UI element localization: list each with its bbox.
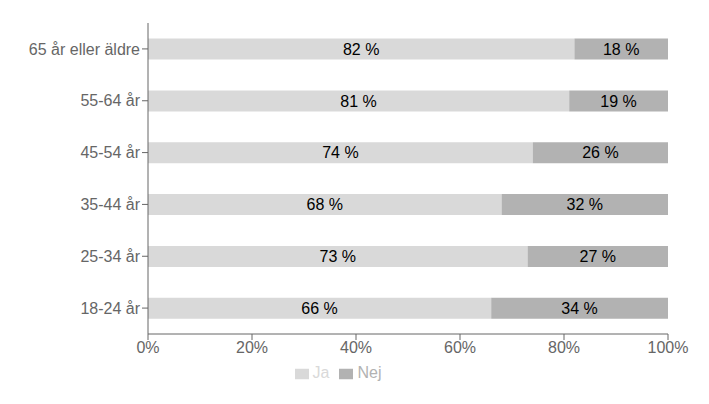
svg-text:40%: 40%	[340, 339, 372, 356]
svg-text:82 %: 82 %	[343, 41, 379, 58]
html-text:Ja: Ja	[312, 364, 330, 381]
svg-text:35-44 år: 35-44 år	[80, 196, 140, 213]
svg-text:100%: 100%	[648, 339, 689, 356]
svg-text:18-24 år: 18-24 år	[80, 300, 140, 317]
svg-text:81 %: 81 %	[340, 93, 376, 110]
svg-text:65 år eller äldre: 65 år eller äldre	[29, 41, 140, 58]
svg-text:73 %: 73 %	[320, 248, 356, 265]
svg-text:25-34 år: 25-34 år	[80, 248, 140, 265]
svg-text:26 %: 26 %	[582, 144, 618, 161]
svg-text:0%: 0%	[136, 339, 159, 356]
svg-text:80%: 80%	[548, 339, 580, 356]
html-text:Nej: Nej	[357, 364, 382, 381]
svg-text:55-64 år: 55-64 år	[80, 92, 140, 109]
svg-text:74 %: 74 %	[322, 144, 358, 161]
svg-text:45-54 år: 45-54 år	[80, 144, 140, 161]
svg-text:27 %: 27 %	[580, 248, 616, 265]
svg-text:68 %: 68 %	[307, 196, 343, 213]
svg-text:32 %: 32 %	[567, 196, 603, 213]
svg-text:20%: 20%	[236, 339, 268, 356]
svg-text:18 %: 18 %	[603, 41, 639, 58]
svg-text:66 %: 66 %	[301, 300, 337, 317]
svg-text:34 %: 34 %	[561, 300, 597, 317]
svg-text:60%: 60%	[444, 339, 476, 356]
svg-text:19 %: 19 %	[600, 93, 636, 110]
